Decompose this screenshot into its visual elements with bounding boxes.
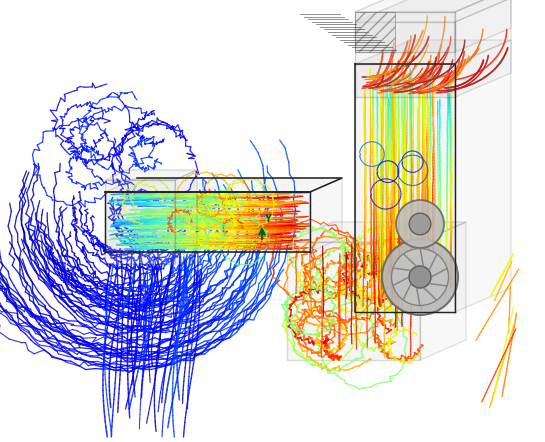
Polygon shape xyxy=(455,0,511,52)
Circle shape xyxy=(409,213,431,235)
Text: Y: Y xyxy=(264,214,271,224)
Circle shape xyxy=(409,266,431,288)
Polygon shape xyxy=(105,170,197,180)
Polygon shape xyxy=(355,0,511,12)
Polygon shape xyxy=(355,64,455,312)
Circle shape xyxy=(396,200,444,248)
Polygon shape xyxy=(355,22,455,97)
Polygon shape xyxy=(420,222,466,360)
Polygon shape xyxy=(355,12,455,52)
Polygon shape xyxy=(287,222,466,242)
Polygon shape xyxy=(355,0,511,22)
Polygon shape xyxy=(355,40,511,64)
Polygon shape xyxy=(175,170,197,264)
Polygon shape xyxy=(355,12,395,52)
Polygon shape xyxy=(310,178,342,252)
Polygon shape xyxy=(287,242,420,360)
Polygon shape xyxy=(455,0,511,97)
Circle shape xyxy=(391,248,449,305)
Polygon shape xyxy=(455,40,511,312)
Circle shape xyxy=(382,239,458,315)
Polygon shape xyxy=(105,192,310,252)
Polygon shape xyxy=(105,178,342,192)
Polygon shape xyxy=(105,180,175,264)
